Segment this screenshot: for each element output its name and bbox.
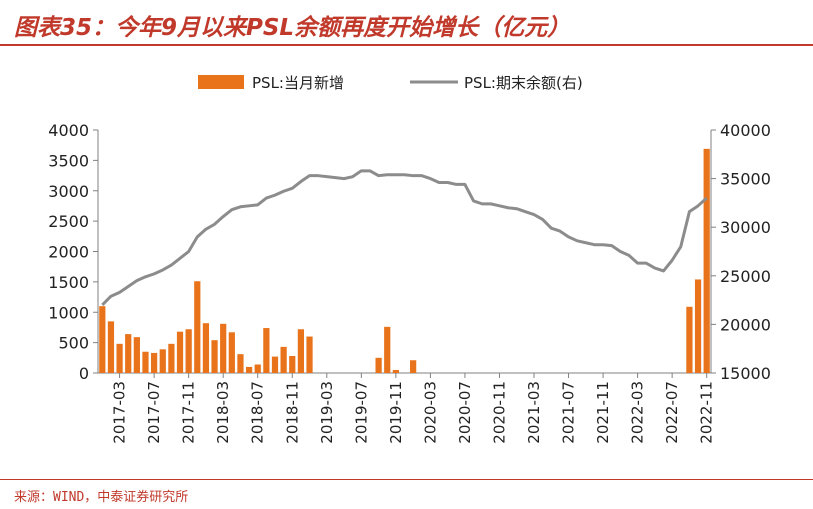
x-tick-label: 2018-03 bbox=[214, 381, 232, 444]
tick-labels: 0 500 1000 1500 2000 2500 3000 3500 4000 15000 200… bbox=[48, 121, 771, 444]
bar-2019-11 bbox=[392, 369, 399, 373]
balance-line bbox=[101, 169, 708, 307]
bar-2019-01 bbox=[306, 336, 313, 373]
bar-2019-09 bbox=[375, 357, 382, 373]
x-tick-label: 2019-11 bbox=[387, 381, 405, 444]
x-tick-label: 2019-03 bbox=[318, 381, 336, 444]
bar-2020-01 bbox=[410, 360, 417, 373]
x-tick-label: 2020-03 bbox=[421, 381, 439, 444]
x-tick-label: 2021-07 bbox=[560, 381, 578, 444]
right-tick-label: 35000 bbox=[720, 170, 771, 189]
left-tick-label: 2000 bbox=[48, 243, 89, 262]
bar-2017-05 bbox=[133, 337, 140, 373]
right-tick-label: 30000 bbox=[720, 218, 771, 237]
bar-2018-09 bbox=[271, 356, 279, 373]
bar-2017-12 bbox=[194, 281, 201, 373]
right-tick-label: 25000 bbox=[720, 267, 771, 286]
left-tick-label: 2500 bbox=[48, 212, 89, 231]
bar-2022-10 bbox=[694, 279, 702, 373]
footer-rule bbox=[0, 479, 813, 480]
left-tick-label: 1500 bbox=[48, 273, 89, 292]
bar-2022-09 bbox=[686, 306, 693, 373]
bar-series bbox=[99, 148, 710, 373]
figure-title: 图表35：今年9月以来PSL余额再度开始增长（亿元） bbox=[14, 15, 571, 41]
bar-2018-04 bbox=[228, 332, 235, 373]
bar-2018-01 bbox=[202, 323, 210, 373]
left-tick-label: 4000 bbox=[48, 121, 89, 140]
bar-2017-10 bbox=[176, 331, 184, 373]
x-tick-label: 2019-07 bbox=[352, 381, 370, 444]
left-tick-label: 0 bbox=[79, 364, 89, 383]
bar-2018-10 bbox=[280, 346, 287, 373]
bar-2017-04 bbox=[125, 334, 132, 373]
bar-2018-05 bbox=[237, 354, 244, 373]
bar-2018-11 bbox=[289, 355, 296, 373]
bar-2018-07 bbox=[254, 364, 261, 373]
x-tick-label: 2020-11 bbox=[490, 381, 508, 444]
bar-2017-07 bbox=[151, 352, 158, 373]
bar-2017-03 bbox=[116, 343, 123, 373]
x-tick-label: 2022-03 bbox=[629, 381, 647, 444]
bar-2017-01 bbox=[99, 306, 106, 373]
psl-chart: PSL:当月新增 PSL:期末余额(右) 0 500 1000 1500 2000 250… bbox=[48, 74, 771, 444]
bar-2019-10 bbox=[384, 326, 391, 373]
left-tick-label: 3000 bbox=[48, 182, 89, 201]
bar-2018-06 bbox=[245, 366, 253, 373]
x-tick-label: 2017-07 bbox=[145, 381, 163, 444]
x-tick-label: 2017-03 bbox=[111, 381, 129, 444]
line-series bbox=[101, 169, 708, 307]
bar-2018-12 bbox=[297, 329, 305, 373]
bar-2017-09 bbox=[168, 343, 175, 373]
right-tick-label: 40000 bbox=[720, 121, 771, 140]
legend-bar-swatch bbox=[198, 75, 244, 89]
bar-2018-02 bbox=[211, 340, 218, 373]
x-tick-label: 2017-11 bbox=[180, 381, 198, 444]
left-tick-label: 1000 bbox=[48, 303, 89, 322]
x-tick-label: 2022-11 bbox=[698, 381, 716, 444]
legend: PSL:当月新增 PSL:期末余额(右) bbox=[198, 74, 583, 92]
x-tick-label: 2018-07 bbox=[249, 381, 267, 444]
x-tick-label: 2020-07 bbox=[456, 381, 474, 444]
right-tick-label: 20000 bbox=[720, 315, 771, 334]
bar-2017-08 bbox=[159, 349, 166, 373]
bar-2018-08 bbox=[263, 328, 270, 373]
legend-line-label: PSL:期末余额(右) bbox=[464, 74, 583, 92]
bar-2017-02 bbox=[107, 321, 115, 373]
bar-2022-11 bbox=[703, 148, 710, 373]
right-tick-label: 15000 bbox=[720, 364, 771, 383]
x-tick-label: 2021-03 bbox=[525, 381, 543, 444]
legend-bar-label: PSL:当月新增 bbox=[252, 74, 344, 92]
left-tick-label: 3500 bbox=[48, 151, 89, 170]
left-tick-label: 500 bbox=[58, 334, 89, 353]
bar-2017-06 bbox=[142, 351, 149, 373]
bar-2018-03 bbox=[220, 323, 227, 373]
x-tick-label: 2022-07 bbox=[663, 381, 681, 444]
title-underline bbox=[0, 44, 813, 46]
source-note: 来源：WIND，中泰证券研究所 bbox=[14, 490, 189, 505]
bar-2017-11 bbox=[185, 329, 192, 373]
x-tick-label: 2018-11 bbox=[283, 381, 301, 444]
figure-header: 图表35：今年9月以来PSL余额再度开始增长（亿元） bbox=[0, 0, 813, 46]
x-tick-label: 2021-11 bbox=[594, 381, 612, 444]
